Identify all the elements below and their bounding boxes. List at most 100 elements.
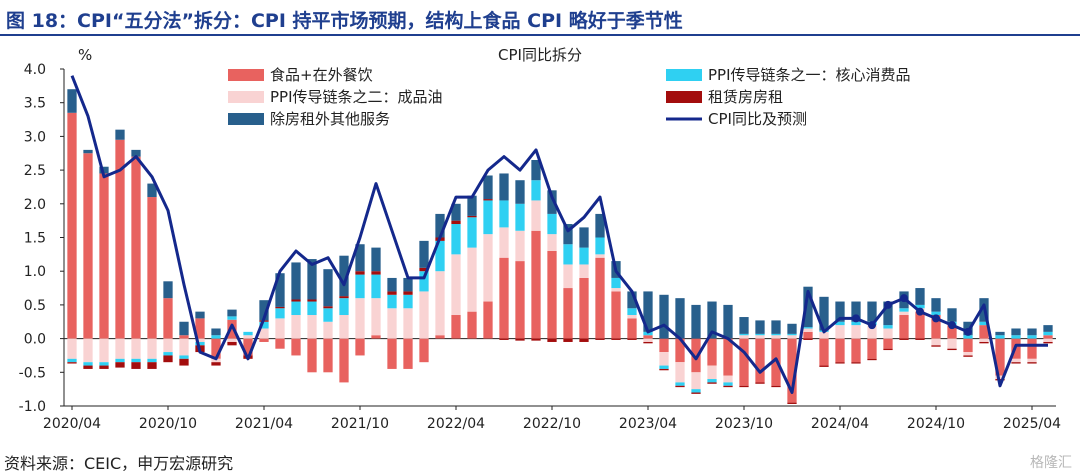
bar-rent (467, 215, 477, 218)
bar-core_goods (115, 358, 125, 363)
bar-other_services (291, 262, 301, 300)
bar-other_services (195, 311, 205, 319)
bar-food (483, 301, 493, 339)
legend-swatch-food (228, 69, 264, 81)
bar-oil_goods (819, 331, 829, 339)
y-unit-label: % (78, 46, 92, 64)
bar-food (899, 315, 909, 339)
bar-rent (531, 338, 541, 341)
bar-other_services (179, 321, 189, 336)
bar-rent (691, 392, 701, 394)
bar-rent (339, 296, 349, 299)
bar-other_services (931, 298, 941, 312)
y-tick-label: 0.5 (24, 298, 46, 314)
bar-other_services (995, 331, 1005, 336)
bar-other_services (435, 213, 445, 238)
bar-core_goods (691, 389, 701, 393)
bar-core_goods (435, 240, 445, 272)
bar-other_services (1011, 328, 1021, 336)
bar-rent (611, 338, 621, 340)
bar-food (99, 173, 109, 339)
bar-core_goods (675, 382, 685, 386)
bar-food (387, 338, 397, 369)
bar-oil_goods (899, 311, 909, 316)
legend-swatch-oil_goods (228, 91, 264, 103)
bar-rent (211, 362, 221, 366)
bar-rent (115, 362, 125, 368)
bar-other_services (723, 304, 733, 339)
bar-oil_goods (995, 375, 1005, 380)
bar-oil_goods (643, 338, 653, 342)
bar-core_goods (483, 200, 493, 235)
y-tick-label: 2.0 (24, 197, 46, 213)
bar-core_goods (835, 321, 845, 326)
bar-other_services (547, 190, 557, 214)
cpi-point (868, 321, 876, 330)
watermark: 格隆汇 (1030, 455, 1072, 471)
bar-oil_goods (771, 335, 781, 339)
bar-rent (371, 271, 381, 275)
bar-food (163, 298, 173, 339)
bar-food (755, 338, 765, 383)
bar-oil_goods (323, 321, 333, 339)
bar-core_goods (243, 331, 253, 336)
bar-rent (147, 362, 157, 369)
bar-other_services (531, 159, 541, 181)
bar-core_goods (499, 200, 509, 228)
bar-food (355, 338, 365, 356)
bar-rent (803, 338, 813, 340)
bar-oil_goods (499, 227, 509, 258)
bar-oil_goods (883, 328, 893, 339)
cpi-point (852, 314, 860, 323)
bar-core_goods (899, 308, 909, 312)
source-note: 资料来源：CEIC，申万宏源研究 (4, 454, 234, 473)
bar-other_services (467, 195, 477, 216)
legend-label-oil_goods: PPI传导链条之二：成品油 (270, 88, 443, 106)
bar-other_services (499, 173, 509, 201)
bar-other_services (387, 277, 397, 292)
bar-food (595, 257, 605, 339)
bar-oil_goods (483, 234, 493, 302)
legend-label-other_services: 除房租外其他服务 (270, 110, 390, 128)
bar-oil_goods (723, 375, 733, 383)
cpi-point (900, 294, 908, 303)
bar-core_goods (259, 321, 269, 329)
bar-oil_goods (1043, 338, 1053, 342)
x-tick-label: 2025/04 (1003, 416, 1061, 432)
bar-food (563, 288, 573, 339)
bar-rent (915, 338, 925, 340)
legend-label-core_goods: PPI传导链条之一：核心消费品 (708, 66, 911, 84)
bar-other_services (483, 175, 493, 200)
x-tick-label: 2022/10 (523, 416, 581, 432)
legend-label-rent: 租赁房房租 (708, 88, 783, 106)
bar-food (723, 338, 733, 376)
bar-rent (851, 362, 861, 364)
bar-core_goods (995, 335, 1005, 339)
bar-rent (675, 385, 685, 388)
bar-core_goods (387, 294, 397, 309)
bar-food (291, 338, 301, 356)
bar-food (883, 338, 893, 349)
bar-other_services (147, 183, 157, 198)
bar-oil_goods (259, 328, 269, 339)
bar-other_services (211, 328, 221, 336)
bar-food (131, 156, 141, 339)
bar-oil_goods (419, 291, 429, 339)
bar-rent (547, 338, 557, 342)
bar-oil_goods (579, 264, 589, 278)
bar-core_goods (531, 180, 541, 201)
bar-core_goods (707, 379, 717, 383)
bar-rent (755, 382, 765, 384)
bar-other_services (947, 308, 957, 322)
y-tick-label: -0.5 (19, 365, 46, 381)
bar-oil_goods (963, 352, 973, 356)
bar-rent (131, 362, 141, 369)
bar-core_goods (915, 304, 925, 309)
bar-other_services (451, 203, 461, 221)
bar-food (435, 335, 445, 339)
bar-other_services (83, 149, 93, 154)
bar-food (787, 338, 797, 403)
bar-core_goods (67, 358, 77, 363)
bar-oil_goods (627, 315, 637, 319)
bar-core_goods (931, 311, 941, 316)
